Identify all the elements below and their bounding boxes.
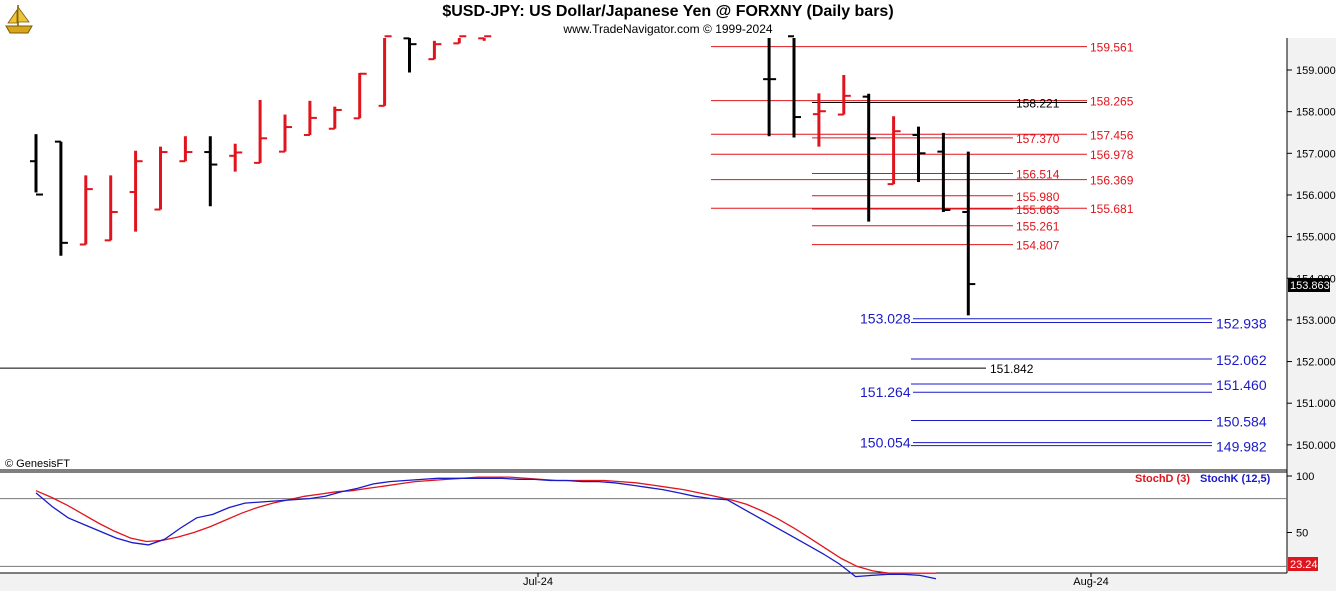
- black-level-label: 151.842: [990, 362, 1034, 376]
- price-tick-label: 155.000: [1296, 232, 1336, 244]
- x-tick-label: Jul-24: [523, 576, 553, 588]
- ohlc-bar: [229, 143, 243, 172]
- red-level-label: 154.807: [1016, 239, 1060, 253]
- ohlc-bar: [937, 132, 951, 213]
- stoch-value-box: [1288, 557, 1318, 571]
- blue-level-label: 149.982: [1216, 439, 1267, 455]
- ohlc-bar: [179, 136, 193, 163]
- last-price-label: 153.863: [1290, 280, 1330, 292]
- ohlc-bar: [788, 35, 801, 138]
- red-level-label: 156.369: [1090, 174, 1134, 188]
- stoch-value-label: 23.24: [1290, 559, 1318, 571]
- ohlc-bar: [403, 37, 417, 73]
- ohlc-bar: [887, 116, 901, 186]
- ohlc-bar: [353, 72, 367, 120]
- red-level-label: 155.261: [1016, 220, 1060, 234]
- blue-level-label: 152.062: [1216, 352, 1267, 368]
- ohlc-bar: [30, 134, 43, 196]
- x-tick-label: Aug-24: [1073, 576, 1108, 588]
- price-tick-label: 151.000: [1296, 398, 1336, 410]
- black-level-label: 158.221: [1016, 96, 1060, 110]
- ohlc-bar: [812, 93, 826, 147]
- ohlc-bar: [837, 74, 851, 116]
- ohlc-bar: [154, 146, 168, 211]
- stoch-d-line: [35, 476, 936, 574]
- ohlc-bar: [54, 140, 68, 256]
- price-tick-label: 152.000: [1296, 357, 1336, 369]
- last-price-box: [1288, 278, 1330, 292]
- ohlc-bar: [204, 136, 218, 207]
- price-levels: 159.561 158.265 157.456 156.978 156.369 155.6…: [0, 41, 1267, 455]
- stoch-reference-lines: [0, 498, 1287, 567]
- ohlc-bar: [862, 93, 876, 222]
- red-level-label: 156.978: [1090, 148, 1134, 162]
- ohlc-bar: [254, 99, 268, 164]
- red-level-label: 156.514: [1016, 168, 1060, 182]
- price-tick-label: 156.000: [1296, 190, 1336, 202]
- blue-level-label: 152.938: [1216, 315, 1267, 331]
- ohlc-bar: [79, 175, 93, 246]
- ohlc-bar: [303, 100, 317, 136]
- chart-title: $USD-JPY: US Dollar/Japanese Yen @ FORXN…: [442, 3, 894, 20]
- price-y-axis: 159.000158.000157.000156.000155.000154.0…: [1287, 65, 1336, 452]
- copyright-text: © GenesisFT: [5, 458, 70, 470]
- blue-level-label: 153.028: [860, 311, 911, 327]
- chart-header: $USD-JPY: US Dollar/Japanese Yen @ FORXN…: [0, 0, 1336, 38]
- gold-ship-logo-icon: [5, 5, 33, 34]
- ohlc-bar: [129, 150, 143, 232]
- ohlc-bar: [104, 175, 118, 242]
- price-tick-label: 157.000: [1296, 148, 1336, 160]
- ohlc-bar: [912, 126, 926, 183]
- red-level-label: 155.980: [1016, 190, 1060, 204]
- stoch-tick-label: 50: [1296, 528, 1308, 540]
- price-tick-label: 153.000: [1296, 315, 1336, 327]
- price-bars: [30, 35, 976, 316]
- legend-stoch-d: StochD (3): [1135, 473, 1190, 485]
- ohlc-bar: [328, 106, 342, 130]
- red-level-label: 155.681: [1090, 202, 1134, 216]
- ohlc-bar: [478, 35, 492, 41]
- red-level-label: 155.663: [1016, 203, 1060, 217]
- legend-stoch-k: StochK (12,5): [1200, 473, 1271, 485]
- price-tick-label: 158.000: [1296, 107, 1336, 119]
- ohlc-bar: [962, 151, 976, 316]
- price-tick-label: 159.000: [1296, 65, 1336, 77]
- ohlc-bar: [428, 40, 442, 61]
- stoch-k-line: [35, 477, 937, 580]
- blue-level-label: 150.584: [1216, 414, 1267, 430]
- ohlc-bar: [453, 35, 467, 45]
- x-axis: Jul-24 Aug-24: [523, 573, 1109, 588]
- stoch-y-axis: 100 50: [1287, 471, 1314, 540]
- ohlc-bar: [279, 114, 292, 153]
- red-level-label: 159.561: [1090, 41, 1134, 55]
- blue-level-label: 150.054: [860, 435, 911, 451]
- blue-level-label: 151.264: [860, 384, 911, 400]
- price-tick-label: 150.000: [1296, 440, 1336, 452]
- ohlc-bar: [378, 35, 392, 107]
- red-level-label: 157.456: [1090, 128, 1134, 142]
- red-level-label: 157.370: [1016, 132, 1060, 146]
- red-level-label: 158.265: [1090, 95, 1134, 109]
- blue-level-label: 151.460: [1216, 377, 1267, 393]
- chart-subtitle: www.TradeNavigator.com © 1999-2024: [563, 22, 773, 36]
- ohlc-bar: [763, 38, 777, 137]
- stoch-tick-label: 100: [1296, 471, 1314, 483]
- stochastic-lines: [35, 476, 937, 580]
